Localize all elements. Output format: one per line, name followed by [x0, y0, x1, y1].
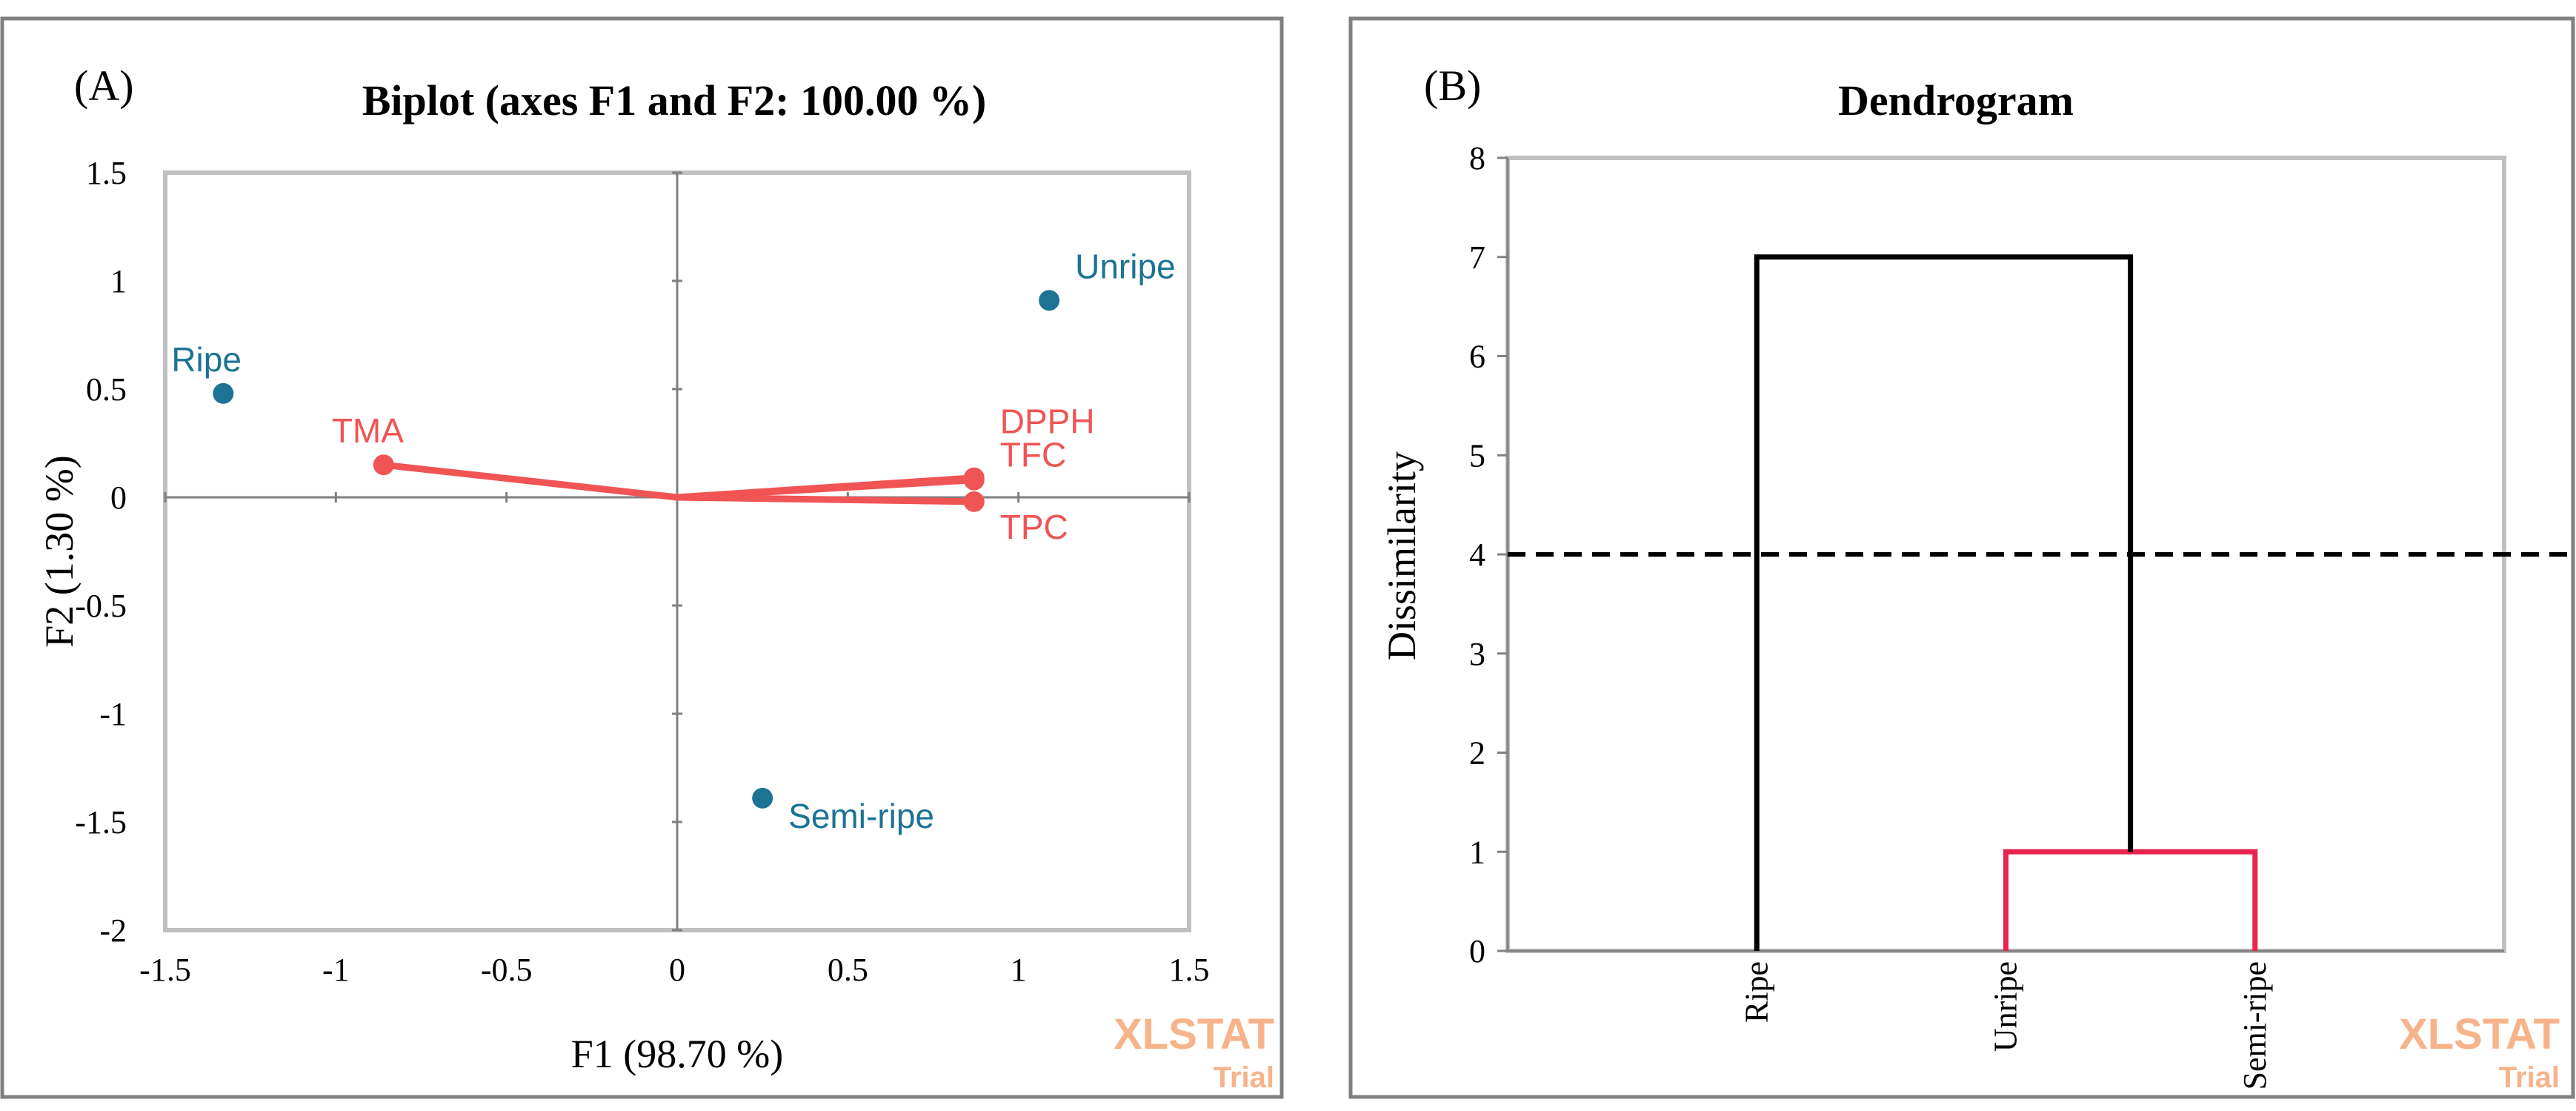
dendrogram-panel-label: (B)	[1424, 62, 1481, 110]
biplot-y-tick-label: -1.5	[75, 804, 127, 840]
biplot-y-axis-label: F2 (1.30 %)	[37, 455, 81, 647]
biplot-watermark-brand: XLSTAT	[1114, 1010, 1274, 1058]
biplot-y-tick-label: 1	[110, 263, 127, 299]
dendrogram-y-ticks: 0 1 2 3 4 5 6 7 8	[1469, 140, 1508, 969]
biplot-watermark-edition: Trial	[1214, 1061, 1274, 1094]
biplot-x-tick-label: -1	[322, 952, 350, 988]
dendrogram-title: Dendrogram	[1838, 76, 2074, 125]
biplot-vector-tip-tpc	[963, 491, 985, 512]
dendrogram-panel: (B) Dendrogram 0 1 2 3 4 5 6 7 8 Dissimilarity R…	[1348, 16, 2575, 1099]
biplot-panel-border	[0, 16, 1284, 1099]
dendrogram-link-unripe-semi-ripe	[2003, 849, 2258, 951]
biplot-x-tick-label: -0.5	[481, 952, 533, 988]
dendrogram-watermark-edition: Trial	[2499, 1061, 2560, 1094]
dendrogram-leaf-labels: Ripe Unripe Semi-ripe	[1738, 961, 2273, 1090]
biplot-point-ripe	[213, 382, 234, 404]
biplot-x-tick-label: 1.5	[1169, 952, 1210, 988]
dendrogram-y-tick-label: 0	[1469, 933, 1485, 969]
biplot-point-unripe	[1039, 290, 1060, 311]
dendrogram-y-tick-label: 5	[1469, 437, 1485, 474]
biplot-point-semi-ripe	[752, 787, 773, 809]
dendrogram-watermark-brand: XLSTAT	[2399, 1010, 2560, 1058]
biplot-point-label-unripe: Unripe	[1075, 247, 1176, 285]
dendrogram-leaf-label-semi-ripe: Semi-ripe	[2237, 961, 2273, 1090]
dendrogram-y-tick-label: 1	[1469, 834, 1485, 870]
biplot-title: Biplot (axes F1 and F2: 100.00 %)	[362, 76, 987, 125]
biplot-vector-tpc	[673, 494, 978, 505]
biplot-x-axis-label: F1 (98.70 %)	[571, 1032, 783, 1076]
biplot-y-tick-label: -1	[99, 696, 127, 732]
biplot-x-tick-label: 0	[669, 952, 685, 988]
dendrogram-y-tick-label: 4	[1469, 537, 1485, 573]
biplot-variable-label-tpc: TPC	[1000, 508, 1068, 546]
biplot-panel-label: (A)	[74, 62, 134, 110]
dendrogram-leaf-label-unripe: Unripe	[1988, 961, 2024, 1052]
biplot-y-ticks: -2 -1.5 -1 -0.5 0 0.5 1 1.5	[75, 155, 682, 949]
biplot-vector-tma	[380, 461, 681, 501]
biplot-y-tick-label: 1.5	[86, 155, 127, 191]
dendrogram-y-tick-label: 6	[1469, 339, 1485, 375]
biplot-y-tick-label: 0	[110, 480, 127, 516]
dendrogram-panel-border	[1348, 16, 2575, 1099]
dendrogram-y-tick-label: 7	[1469, 239, 1485, 276]
dendrogram-y-tick-label: 2	[1469, 735, 1485, 772]
biplot-y-tick-label: 0.5	[86, 371, 127, 408]
biplot-x-tick-label: 1	[1011, 952, 1027, 988]
biplot-y-tick-label: -2	[99, 912, 127, 949]
dendrogram-y-axis-label: Dissimilarity	[1379, 451, 1424, 660]
dendrogram-links	[1754, 254, 2258, 951]
biplot-point-label-ripe: Ripe	[171, 340, 242, 379]
dendrogram-y-tick-label: 3	[1469, 636, 1485, 672]
dendrogram-y-tick-label: 8	[1469, 140, 1485, 176]
biplot-x-tick-label: 0.5	[828, 952, 868, 988]
biplot-variable-label-tfc: TFC	[1000, 436, 1066, 474]
biplot-vector-tip-tma	[373, 454, 394, 476]
biplot-x-tick-label: -1.5	[139, 952, 191, 988]
biplot-variable-label-tma: TMA	[332, 411, 404, 450]
biplot-observation-points: Ripe Unripe Semi-ripe	[171, 247, 1175, 835]
biplot-vector-tfc	[673, 477, 978, 501]
biplot-x-ticks: -1.5 -1 -0.5 0 0.5 1 1.5	[139, 492, 1210, 988]
biplot-point-label-semi-ripe: Semi-ripe	[788, 797, 934, 835]
biplot-y-tick-label: -0.5	[75, 588, 127, 624]
biplot-vector-tip-tfc	[963, 469, 985, 491]
biplot-panel: (A) Biplot (axes F1 and F2: 100.00 %) -1…	[0, 16, 1284, 1099]
dendrogram-leaf-label-ripe: Ripe	[1738, 961, 1774, 1023]
biplot-variable-label-dpph: DPPH	[1000, 402, 1095, 441]
dendrogram-link-ripe-unripe-semi-ripe	[1754, 254, 2134, 951]
